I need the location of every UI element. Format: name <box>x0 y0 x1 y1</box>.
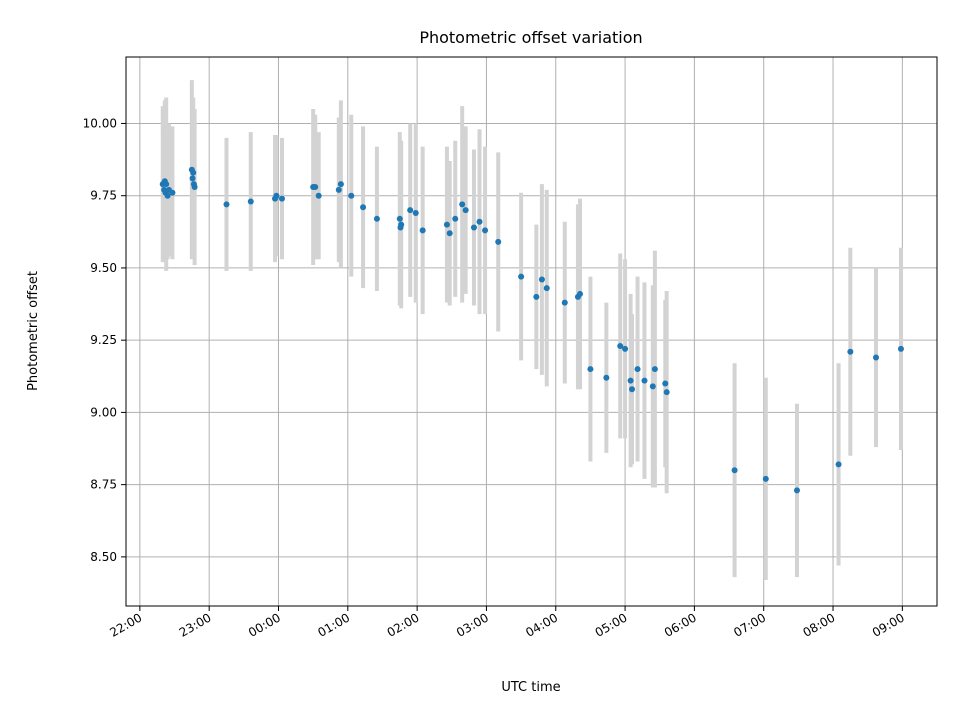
data-point <box>398 221 405 228</box>
data-point <box>396 215 403 222</box>
data-point <box>476 218 483 225</box>
data-point <box>603 374 610 381</box>
data-point <box>543 285 550 292</box>
data-point <box>273 192 280 199</box>
data-points <box>159 166 904 494</box>
data-point <box>452 215 459 222</box>
y-tick-label: 9.75 <box>90 189 117 203</box>
x-axis-label: UTC time <box>501 680 560 695</box>
data-point <box>627 377 634 384</box>
data-point <box>278 195 285 202</box>
data-point <box>164 192 171 199</box>
data-point <box>533 293 540 300</box>
y-axis-ticks: 8.50 8.75 9.00 9.25 9.50 9.75 10.00 <box>83 116 126 564</box>
data-point <box>731 467 738 474</box>
data-point <box>835 461 842 468</box>
chart-title: Photometric offset variation <box>419 28 642 47</box>
y-tick-label: 9.00 <box>90 405 117 419</box>
data-point <box>191 184 198 191</box>
data-point <box>587 366 594 373</box>
data-point <box>446 230 453 237</box>
data-point <box>663 389 670 396</box>
data-point <box>443 221 450 228</box>
data-point <box>315 192 322 199</box>
data-point <box>223 201 230 208</box>
data-point <box>190 169 197 176</box>
data-point <box>459 201 466 208</box>
data-point <box>897 345 904 352</box>
data-point <box>462 207 469 214</box>
data-point <box>189 175 196 182</box>
data-point <box>662 380 669 387</box>
data-point <box>617 342 624 349</box>
gridlines <box>126 57 937 606</box>
data-point <box>793 487 800 494</box>
data-point <box>518 273 525 280</box>
data-point <box>634 366 641 373</box>
data-point <box>629 386 636 393</box>
data-point <box>419 227 426 234</box>
data-point <box>337 181 344 188</box>
data-point <box>348 192 355 199</box>
data-point <box>561 299 568 306</box>
data-point <box>482 227 489 234</box>
data-point <box>412 210 419 217</box>
data-point <box>335 186 342 193</box>
data-point <box>360 204 367 211</box>
data-point <box>873 354 880 361</box>
data-point <box>247 198 254 205</box>
y-tick-label: 8.50 <box>90 550 117 564</box>
plot-frame <box>125 56 938 607</box>
y-tick-label: 9.25 <box>90 333 117 347</box>
data-point <box>538 276 545 283</box>
y-tick-label: 8.75 <box>90 478 117 492</box>
data-point <box>651 366 658 373</box>
y-axis-label: Photometric offset <box>26 271 41 391</box>
data-point <box>641 377 648 384</box>
data-point <box>373 215 380 222</box>
data-point <box>622 345 629 352</box>
data-point <box>847 348 854 355</box>
data-point <box>407 207 414 214</box>
data-point <box>577 290 584 297</box>
data-point <box>495 238 502 245</box>
data-point <box>163 181 170 188</box>
data-point <box>169 189 176 196</box>
data-point <box>470 224 477 231</box>
data-point <box>312 184 319 191</box>
data-point <box>649 383 656 390</box>
y-tick-label: 10.00 <box>83 116 117 130</box>
y-tick-label: 9.50 <box>90 261 117 275</box>
data-point <box>762 475 769 482</box>
